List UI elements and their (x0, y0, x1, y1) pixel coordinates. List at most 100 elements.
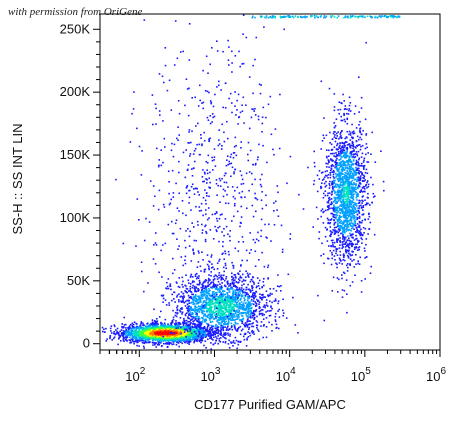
data-point (127, 329, 130, 332)
data-point (152, 324, 154, 326)
data-point (235, 277, 237, 279)
data-point (177, 329, 180, 332)
data-point (266, 310, 269, 312)
data-point (128, 333, 131, 336)
data-point (187, 311, 189, 313)
data-point (233, 314, 236, 317)
data-point (162, 294, 165, 297)
data-point (175, 333, 178, 336)
data-point (145, 331, 147, 334)
data-point (220, 302, 222, 304)
data-point (253, 303, 255, 306)
data-point (202, 310, 204, 312)
data-point (233, 319, 235, 321)
data-point (339, 164, 341, 166)
data-point (336, 168, 338, 170)
data-point (106, 338, 108, 340)
data-point (274, 315, 277, 318)
data-point (209, 279, 211, 281)
data-point (109, 327, 112, 330)
data-point (234, 296, 236, 298)
data-point (244, 298, 246, 301)
data-point (196, 310, 199, 312)
data-point (188, 336, 191, 338)
data-point (110, 332, 113, 334)
data-point (206, 297, 209, 300)
data-point (241, 315, 244, 317)
data-point (215, 336, 217, 338)
data-point (156, 322, 159, 325)
data-point (196, 334, 199, 336)
data-point (147, 341, 150, 344)
data-point (253, 314, 256, 316)
data-point (313, 161, 316, 164)
data-point (120, 340, 122, 342)
data-point (211, 300, 214, 303)
data-point (170, 338, 172, 341)
data-point (215, 314, 217, 316)
data-point (248, 313, 250, 316)
data-point (203, 330, 205, 333)
data-point (176, 308, 179, 311)
data-point (224, 332, 227, 334)
data-point (356, 223, 359, 225)
data-point (246, 304, 249, 306)
data-point (113, 332, 115, 335)
data-point (159, 334, 161, 337)
data-point (348, 130, 351, 133)
data-point (265, 317, 268, 319)
data-point (251, 329, 254, 332)
data-point (167, 323, 169, 325)
data-point (340, 184, 343, 186)
data-point (205, 329, 208, 331)
data-point (335, 209, 338, 212)
data-point (152, 325, 155, 328)
data-point (155, 326, 157, 329)
data-point (140, 337, 142, 340)
data-point (338, 216, 340, 219)
data-point (212, 331, 215, 334)
data-point (270, 306, 272, 308)
data-point (141, 332, 144, 335)
data-point (226, 300, 229, 303)
data-point (255, 304, 258, 307)
data-point (189, 306, 191, 308)
data-point (226, 287, 229, 289)
data-point (138, 337, 140, 339)
data-point (146, 336, 149, 338)
data-point (234, 336, 237, 339)
data-point (255, 310, 257, 313)
data-point (177, 336, 179, 338)
data-point (354, 190, 357, 193)
data-point (171, 328, 174, 330)
data-point (200, 322, 202, 324)
data-point (137, 326, 140, 329)
data-point (364, 250, 366, 252)
data-point (185, 307, 188, 309)
data-point (363, 159, 365, 162)
data-point (186, 329, 189, 331)
data-point (199, 331, 202, 334)
data-point (162, 335, 164, 338)
data-point (371, 131, 373, 134)
data-point (181, 334, 183, 336)
data-point (142, 330, 144, 332)
data-point (188, 314, 191, 316)
data-point (162, 326, 165, 328)
data-point (194, 338, 196, 341)
data-point (350, 164, 352, 166)
data-point (122, 339, 125, 342)
data-point (323, 319, 326, 322)
data-point (340, 156, 343, 158)
data-point (144, 325, 147, 328)
data-point (208, 278, 210, 281)
data-point (226, 327, 228, 329)
data-point (202, 318, 204, 320)
data-point (209, 328, 211, 331)
data-point (256, 326, 258, 329)
data-point (198, 322, 201, 324)
data-point (247, 315, 249, 317)
data-point (222, 336, 225, 338)
data-point (179, 335, 181, 337)
data-point (178, 277, 180, 279)
